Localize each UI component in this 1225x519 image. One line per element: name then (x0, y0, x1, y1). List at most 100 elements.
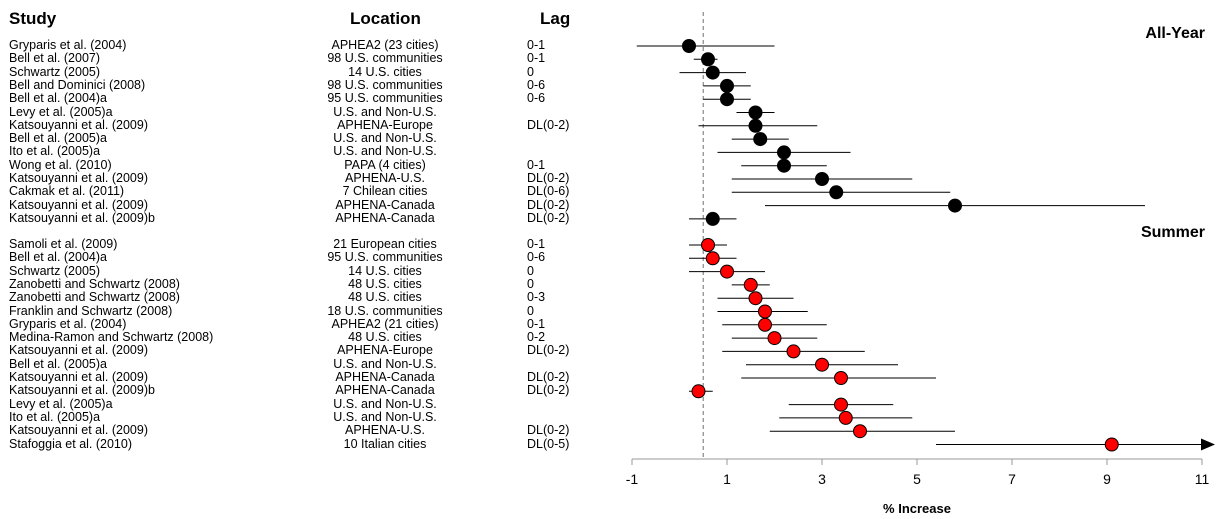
study-location: U.S. and Non-U.S. (333, 131, 437, 146)
study-lag: DL(0-2) (527, 210, 570, 225)
study-name: Katsouyanni et al. (2009) (9, 171, 148, 185)
x-axis-title: % Increase (883, 501, 951, 516)
study-location: 95 U.S. communities (327, 91, 443, 106)
study-location: 95 U.S. communities (327, 250, 443, 265)
study-location: U.S. and Non-U.S. (333, 356, 437, 371)
study-name: Katsouyanni et al. (2009) (9, 423, 148, 438)
study-lag: 0 (527, 303, 534, 318)
point-estimate (834, 397, 848, 412)
x-tick-label: 1 (723, 471, 731, 487)
study-lag: DL(0-5) (527, 436, 570, 451)
study-name: Katsouyanni et al. (2009) (9, 370, 148, 384)
panel-label: All-Year (1145, 25, 1205, 42)
study-lag: 0-2 (527, 330, 546, 345)
study-name: Gryparis et al. (2004) (9, 38, 127, 52)
point-estimate (720, 264, 734, 279)
study-lag: 0 (527, 263, 534, 278)
study-location: APHEA2 (23 cities) (331, 38, 439, 52)
study-lag: DL(0-2) (527, 171, 570, 185)
study-lag: DL(0-2) (527, 343, 570, 358)
study-lag: DL(0-2) (527, 383, 570, 398)
study-lag: 0-1 (527, 157, 546, 172)
study-name: Ito et al. (2005)a (9, 409, 101, 424)
study-name: Franklin and Schwartz (2008) (9, 303, 173, 318)
study-name: Zanobetti and Schwartz (2008) (9, 276, 180, 291)
study-lag: 0-3 (527, 290, 546, 305)
study-location: APHENA-U.S. (345, 171, 425, 185)
x-tick-label: 7 (1008, 471, 1016, 487)
study-name: Katsouyanni et al. (2009)b (9, 383, 155, 398)
study-name: Bell et al. (2005)a (9, 131, 107, 146)
point-estimate (705, 65, 720, 80)
study-location: U.S. and Non-U.S. (333, 409, 437, 424)
x-tick-label: 11 (1195, 471, 1210, 487)
study-name: Zanobetti and Schwartz (2008) (9, 290, 180, 305)
point-estimate (701, 238, 715, 252)
study-location: 10 Italian cities (343, 436, 427, 451)
study-name: Schwartz (2005) (9, 263, 101, 278)
study-name: Bell et al. (2007) (9, 51, 101, 66)
study-location: APHENA-Canada (335, 383, 435, 398)
point-estimate (815, 357, 829, 372)
point-estimate (748, 291, 763, 306)
x-tick-label: 3 (818, 471, 826, 487)
point-estimate (748, 118, 763, 133)
point-estimate (834, 371, 848, 385)
study-location: U.S. and Non-U.S. (333, 144, 437, 159)
point-estimate (743, 277, 758, 292)
study-location: APHENA-Canada (335, 197, 435, 212)
point-estimate (758, 304, 772, 319)
point-estimate (705, 251, 720, 266)
ci-arrowhead (1201, 438, 1215, 451)
study-name: Schwartz (2005) (9, 64, 101, 79)
study-name: Katsouyanni et al. (2009) (9, 343, 148, 358)
point-estimate (838, 410, 853, 425)
panel-label: Summer (1141, 224, 1205, 241)
point-estimate (753, 132, 768, 147)
study-lag: 0-6 (527, 91, 546, 106)
study-name: Wong et al. (2010) (9, 157, 112, 172)
location-column-header: Location (350, 9, 421, 28)
point-estimate (748, 105, 763, 120)
study-location: 14 U.S. cities (348, 64, 422, 79)
study-lag: DL(0-6) (527, 184, 570, 199)
study-name: Katsouyanni et al. (2009) (9, 197, 148, 212)
point-estimate (720, 78, 734, 93)
study-location: APHENA-Europe (337, 343, 433, 358)
x-tick-label: 5 (913, 471, 921, 487)
point-estimate (758, 317, 772, 332)
study-lag: 0-1 (527, 38, 546, 52)
point-estimate (786, 344, 801, 359)
point-estimate (705, 211, 720, 226)
study-location: 18 U.S. communities (327, 303, 443, 318)
study-location: APHENA-Canada (335, 210, 435, 225)
study-location: U.S. and Non-U.S. (333, 396, 437, 411)
lag-column-header: Lag (540, 9, 571, 28)
x-tick-label: 9 (1103, 471, 1111, 487)
study-name: Medina-Ramon and Schwartz (2008) (9, 330, 214, 345)
study-name: Bell and Dominici (2008) (9, 77, 146, 92)
point-estimate (777, 158, 791, 173)
study-name: Bell et al. (2004)a (9, 250, 107, 265)
study-name: Samoli et al. (2009) (9, 237, 118, 251)
point-estimate (829, 185, 844, 200)
study-name: Levy et al. (2005)a (9, 104, 113, 119)
study-name: Levy et al. (2005)a (9, 396, 113, 411)
study-location: APHENA-Canada (335, 370, 435, 384)
study-lag: 0 (527, 276, 534, 291)
study-name: Stafoggia et al. (2010) (9, 436, 132, 451)
study-column-header: Study (9, 9, 57, 28)
study-location: 48 U.S. cities (348, 330, 422, 345)
study-location: 14 U.S. cities (348, 263, 422, 278)
study-lag: 0-6 (527, 250, 546, 265)
point-estimate (1104, 437, 1119, 452)
point-estimate (691, 384, 706, 399)
study-location: U.S. and Non-U.S. (333, 104, 437, 119)
point-estimate (720, 92, 734, 107)
study-name: Gryparis et al. (2004) (9, 316, 127, 331)
study-lag: DL(0-2) (527, 423, 570, 438)
study-location: PAPA (4 cities) (344, 157, 426, 172)
study-location: 48 U.S. cities (348, 290, 422, 305)
study-name: Bell et al. (2004)a (9, 91, 107, 106)
